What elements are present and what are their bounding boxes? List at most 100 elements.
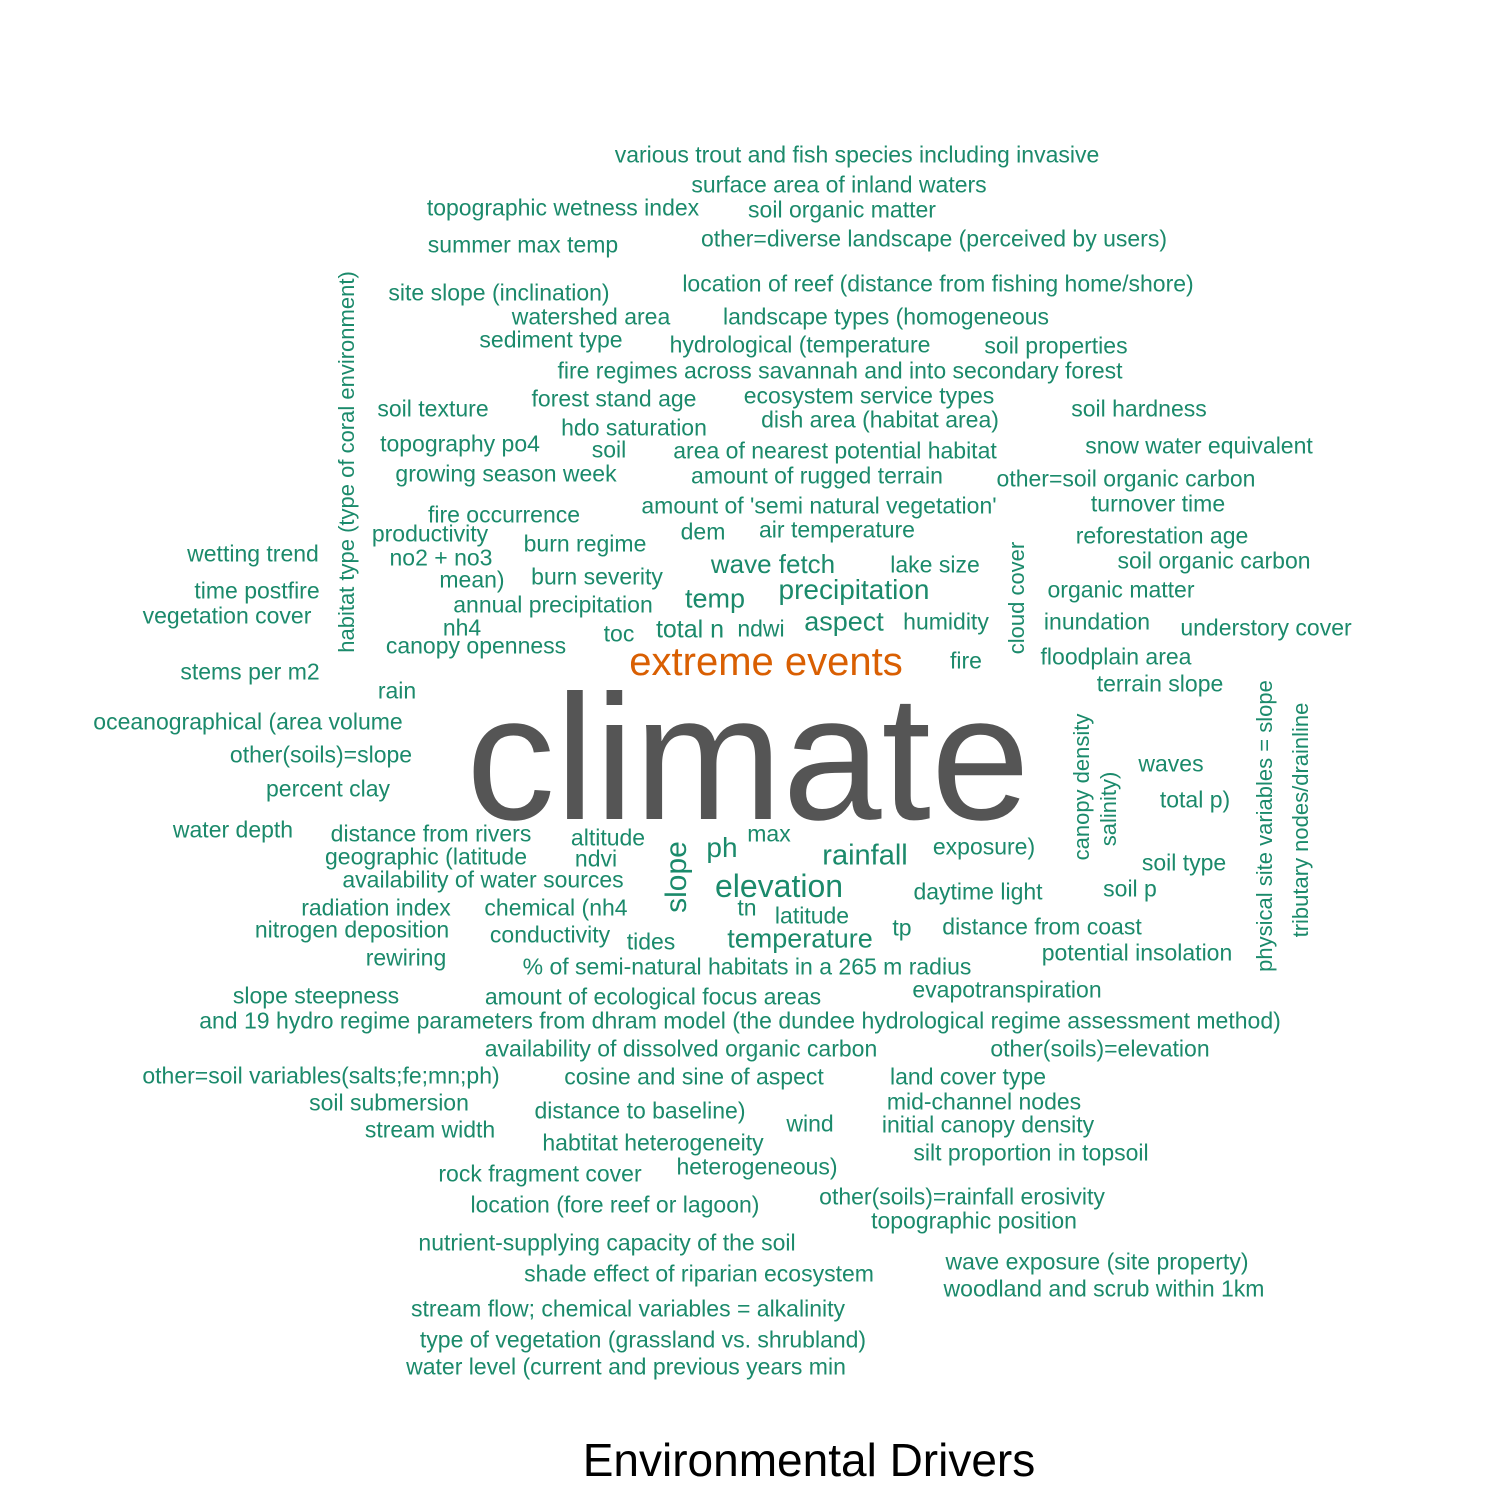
word-84: exposure): [932, 833, 1036, 860]
word-67: fire: [950, 647, 982, 674]
word-64: toc: [603, 620, 635, 647]
word-68: floodplain area: [1040, 643, 1192, 670]
word-6: temperature: [727, 923, 873, 954]
word-103: evapotranspiration: [912, 976, 1102, 1003]
word-93: tn: [737, 894, 757, 921]
word-14: topographic wetness index: [426, 194, 700, 221]
word-71: terrain slope: [1096, 670, 1224, 697]
word-83: max: [747, 820, 791, 847]
word-74: oceanographical (area volume: [93, 708, 403, 735]
word-7: aspect: [804, 606, 884, 637]
word-32: hdo saturation: [561, 414, 707, 441]
word-113: mid-channel nodes: [886, 1088, 1082, 1115]
word-51: soil organic carbon: [1117, 547, 1311, 574]
word-116: initial canopy density: [881, 1111, 1095, 1138]
word-30: dish area (habitat area): [761, 406, 999, 433]
word-120: heterogeneous): [676, 1153, 838, 1180]
word-8: temp: [684, 583, 746, 614]
word-52: lake size: [890, 551, 980, 578]
word-112: soil submersion: [309, 1089, 469, 1116]
word-81: distance from rivers: [330, 820, 532, 847]
word-39: other=soil organic carbon: [996, 465, 1256, 492]
word-16: summer max temp: [427, 231, 619, 258]
word-54: burn severity: [531, 563, 663, 590]
word-128: woodland and scrub within 1km: [943, 1275, 1265, 1302]
word-3: elevation: [714, 868, 844, 904]
word-61: nh4: [442, 614, 482, 641]
word-100: potential insolation: [1041, 939, 1233, 966]
word-129: stream flow; chemical variables = alkali…: [411, 1295, 845, 1322]
word-96: tp: [892, 914, 912, 941]
word-1: extreme events: [629, 640, 903, 684]
word-9: ph: [706, 832, 738, 863]
word-109: other=soil variables(salts;fe;mn;ph): [142, 1062, 500, 1089]
word-130: type of vegetation (grassland vs. shrubl…: [419, 1326, 867, 1353]
word-26: fire regimes across savannah and into se…: [557, 357, 1123, 384]
word-13: surface area of inland waters: [691, 171, 987, 198]
word-24: hydrological (temperature: [669, 331, 931, 358]
word-27: forest stand age: [531, 385, 697, 412]
word-43: productivity: [371, 520, 489, 547]
word-40: amount of 'semi natural vegetation': [641, 492, 997, 519]
word-41: turnover time: [1090, 490, 1226, 517]
word-59: humidity: [903, 608, 989, 635]
word-95: nitrogen deposition: [254, 916, 450, 943]
word-88: availability of water sources: [342, 866, 624, 893]
word-46: reforestation age: [1075, 522, 1249, 549]
word-85: geographic (latitude: [324, 843, 528, 870]
word-15: soil organic matter: [748, 196, 936, 223]
word-92: chemical (nh4: [484, 894, 628, 921]
word-121: rock fragment cover: [438, 1160, 642, 1187]
word-82: altitude: [570, 824, 646, 851]
word-86: ndvi: [574, 845, 618, 872]
word-127: shade effect of riparian ecosystem: [524, 1260, 874, 1287]
word-10: wave fetch: [710, 549, 836, 579]
word-56: organic matter: [1047, 576, 1195, 603]
word-38: amount of rugged terrain: [691, 462, 943, 489]
word-70: tributary nodes/drainline: [1288, 702, 1313, 938]
word-104: slope steepness: [232, 982, 400, 1009]
word-73: canopy density: [1069, 713, 1094, 861]
word-99: tides: [626, 928, 676, 955]
word-23: sediment type: [479, 326, 623, 353]
word-44: dem: [680, 518, 726, 545]
word-48: wetting trend: [187, 540, 319, 567]
word-33: topography po4: [380, 430, 540, 457]
word-80: water depth: [172, 816, 294, 843]
word-94: latitude: [774, 902, 850, 929]
word-131: water level (current and previous years …: [406, 1353, 846, 1380]
word-35: area of nearest potential habitat: [673, 437, 997, 464]
word-5: precipitation: [778, 574, 930, 605]
word-45: air temperature: [759, 516, 915, 543]
cloud-title: Environmental Drivers: [582, 1434, 1036, 1486]
word-102: % of semi-natural habitats in a 265 m ra…: [522, 953, 972, 980]
word-19: location of reef (distance from fishing …: [682, 270, 1194, 297]
word-2: slope: [660, 841, 693, 913]
word-79: total p): [1159, 786, 1231, 813]
word-18: habitat type (type of coral environment): [334, 271, 359, 653]
word-76: other(soils)=slope: [229, 741, 413, 768]
word-111: land cover type: [890, 1063, 1046, 1090]
word-124: topographic position: [871, 1207, 1077, 1234]
word-12: various trout and fish species including…: [614, 141, 1100, 168]
word-105: amount of ecological focus areas: [484, 983, 822, 1010]
word-4: rainfall: [822, 839, 908, 872]
word-72: rain: [377, 677, 417, 704]
word-62: ndwi: [737, 615, 785, 642]
word-108: other(soils)=elevation: [990, 1035, 1210, 1062]
word-65: canopy openness: [385, 632, 567, 659]
word-125: nutrient-supplying capacity of the soil: [418, 1229, 796, 1256]
word-98: conductivity: [489, 921, 611, 948]
word-37: growing season week: [395, 460, 617, 487]
word-17: other=diverse landscape (perceived by us…: [701, 225, 1167, 252]
word-117: stream width: [364, 1116, 496, 1143]
word-66: physical site variables = slope: [1252, 680, 1277, 972]
word-50: cloud cover: [1004, 541, 1029, 655]
word-115: wind: [786, 1110, 834, 1137]
word-63: understory cover: [1180, 614, 1352, 641]
word-49: no2 + no3: [389, 544, 493, 571]
word-90: soil p: [1103, 875, 1157, 902]
word-53: mean): [439, 566, 505, 593]
word-42: fire occurrence: [427, 501, 581, 528]
word-28: ecosystem service types: [743, 382, 995, 409]
